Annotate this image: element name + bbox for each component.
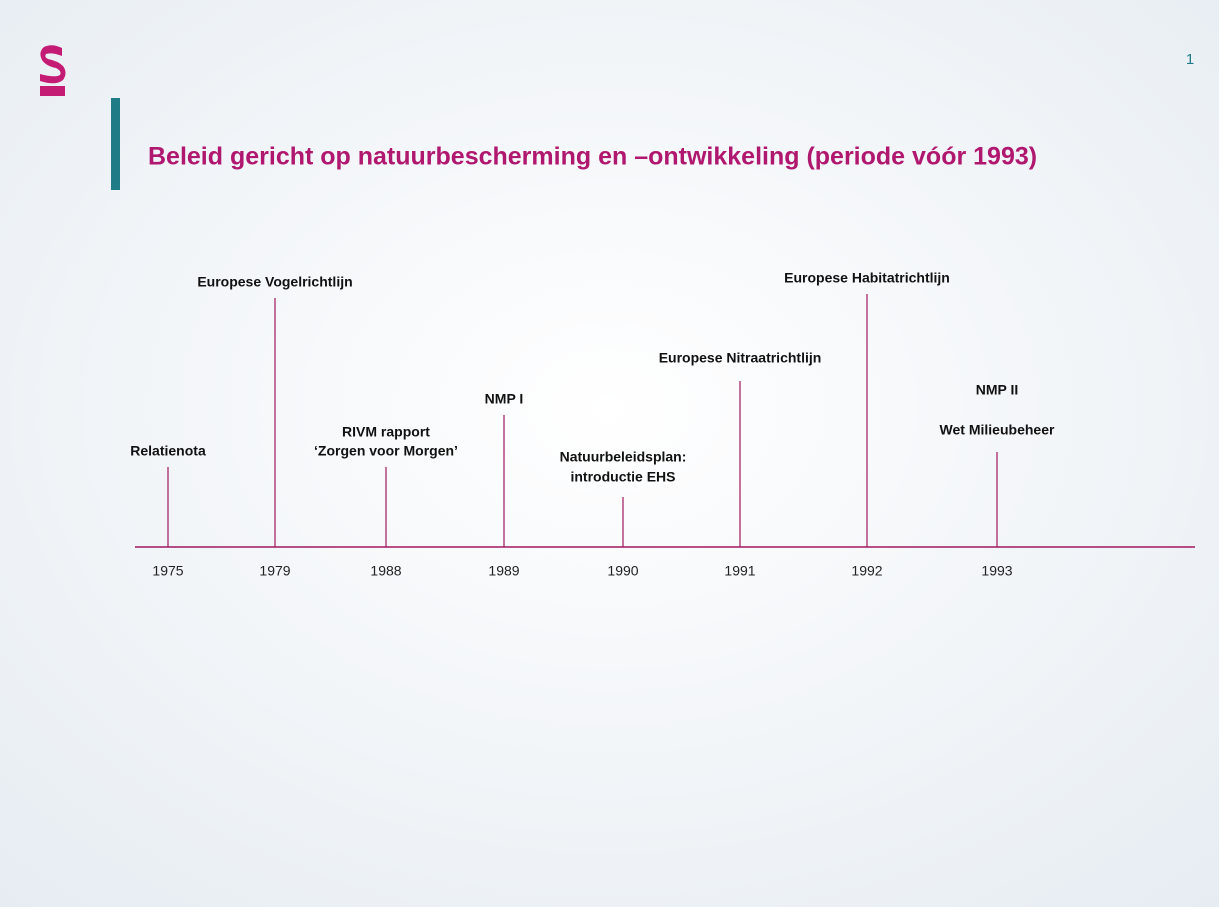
logo <box>40 45 66 96</box>
event-year: 1991 <box>724 563 755 579</box>
event-label: Europese Habitatrichtlijn <box>784 270 950 286</box>
event-label: NMP II <box>976 382 1019 398</box>
event-year: 1993 <box>981 563 1012 579</box>
event-year: 1975 <box>152 563 183 579</box>
event-label: Wet Milieubeheer <box>940 422 1055 438</box>
slide-title: Beleid gericht op natuurbescherming en –… <box>148 143 1037 171</box>
title-accent <box>111 98 120 190</box>
event-label: RIVM rapport <box>342 424 430 440</box>
event-year: 1988 <box>370 563 401 579</box>
event-label: ‘Zorgen voor Morgen’ <box>314 443 458 459</box>
timeline-events: 1975 Relatienota 1979 Europese Vogelrichtli… <box>130 270 1055 579</box>
event-label: NMP I <box>485 391 524 407</box>
event-label: Relatienota <box>130 443 206 459</box>
event-label: Europese Nitraatrichtlijn <box>659 350 822 366</box>
event-year: 1989 <box>488 563 519 579</box>
event-year: 1990 <box>607 563 638 579</box>
event-year: 1992 <box>851 563 882 579</box>
event-label: Natuurbeleidsplan: <box>560 449 687 465</box>
page-number: 1 <box>1186 51 1194 68</box>
event-label: Europese Vogelrichtlijn <box>197 274 352 290</box>
event-label: introductie EHS <box>570 469 675 485</box>
event-year: 1979 <box>259 563 290 579</box>
